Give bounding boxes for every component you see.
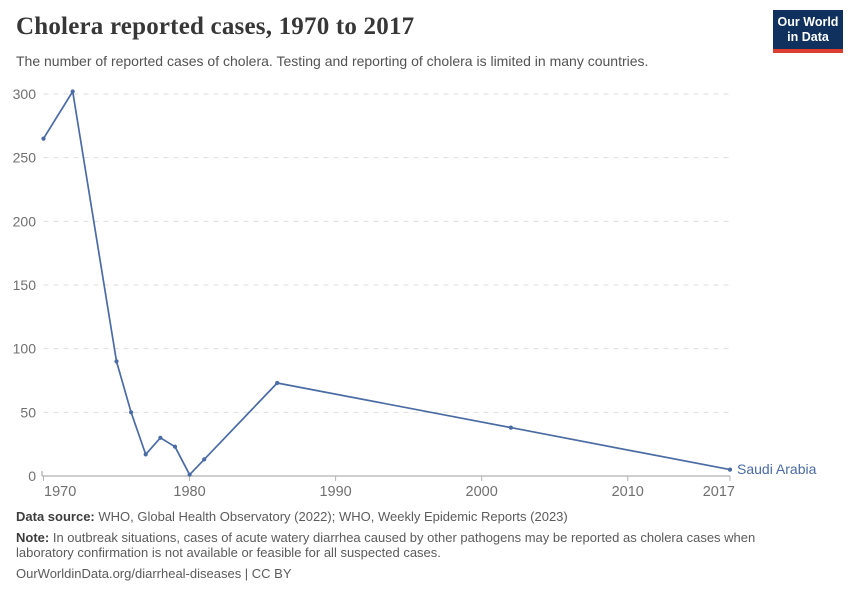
x-axis-label: 1970 bbox=[44, 484, 76, 500]
y-axis-label: 300 bbox=[13, 86, 37, 102]
x-axis-label: 1990 bbox=[319, 484, 351, 500]
note-line: Note: In outbreak situations, cases of a… bbox=[16, 530, 816, 561]
x-axis-label: 2010 bbox=[612, 484, 644, 500]
chart-footer: Data source: WHO, Global Health Observat… bbox=[16, 509, 816, 586]
x-axis-label: 1980 bbox=[173, 484, 205, 500]
data-point-marker bbox=[187, 472, 192, 477]
chart-canvas: 0 50 100 150 200 250 300 1970 1980 1990 2000 2010 20… bbox=[13, 86, 817, 500]
data-source-label: Data source: bbox=[16, 509, 95, 524]
citation-line: OurWorldinData.org/diarrheal-diseases | … bbox=[16, 566, 816, 582]
data-source-line: Data source: WHO, Global Health Observat… bbox=[16, 509, 816, 525]
y-axis-label: 200 bbox=[13, 213, 37, 229]
data-point-marker bbox=[70, 89, 75, 94]
data-source-text: WHO, Global Health Observatory (2022); W… bbox=[94, 509, 568, 524]
data-point-marker bbox=[727, 467, 733, 472]
x-axis-label: 2017 bbox=[703, 484, 735, 500]
data-point-marker bbox=[41, 136, 46, 141]
data-point-marker bbox=[114, 359, 119, 364]
owid-logo-line2: in Data bbox=[787, 29, 829, 44]
data-line bbox=[42, 90, 731, 476]
owid-logo[interactable]: Our World in Data bbox=[773, 10, 843, 53]
y-axis-label: 50 bbox=[20, 404, 36, 420]
y-axis-label: 150 bbox=[13, 277, 37, 293]
series-label: Saudi Arabia bbox=[737, 461, 817, 477]
data-point-marker bbox=[143, 452, 148, 457]
data-point-marker bbox=[508, 425, 513, 430]
citation-link[interactable]: OurWorldinData.org/diarrheal-diseases | … bbox=[16, 565, 292, 581]
x-axis-label: 2000 bbox=[466, 484, 498, 500]
data-point-marker bbox=[275, 380, 280, 386]
data-point-marker bbox=[129, 410, 134, 415]
data-point-marker bbox=[172, 444, 178, 449]
data-point-marker bbox=[202, 457, 207, 462]
note-label: Note: bbox=[16, 529, 50, 545]
y-axis-label: 0 bbox=[28, 468, 36, 484]
data-point-marker bbox=[158, 435, 163, 440]
page-subtitle: The number of reported cases of cholera.… bbox=[16, 53, 649, 69]
y-axis-label: 250 bbox=[13, 150, 37, 166]
owid-logo-line1: Our World bbox=[777, 14, 839, 29]
y-axis-label: 100 bbox=[13, 341, 37, 357]
page-title: Cholera reported cases, 1970 to 2017 bbox=[16, 13, 415, 40]
note-text: In outbreak situations, cases of acute w… bbox=[16, 529, 756, 561]
